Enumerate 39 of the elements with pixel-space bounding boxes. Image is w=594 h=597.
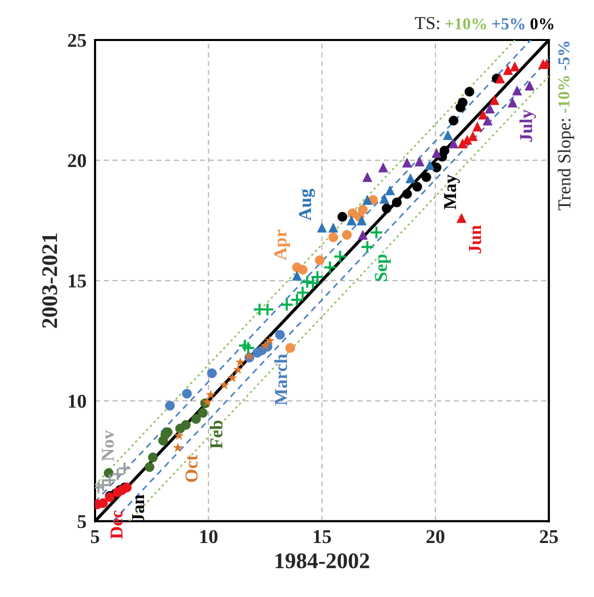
text: Jun <box>469 225 482 254</box>
x-tick-label: 25 <box>540 530 558 544</box>
point <box>323 260 337 274</box>
text: March <box>274 354 288 406</box>
y-tick-label: 20 <box>68 154 86 168</box>
text: Oct <box>185 454 198 482</box>
x-tick-label: 10 <box>200 530 218 544</box>
text: Dec <box>110 510 123 539</box>
x-axis-title: 1984-2002 <box>276 553 370 568</box>
text: TS: <box>414 17 440 30</box>
y-axis-title: 2003-2021 <box>42 234 58 328</box>
text: Nov <box>102 430 114 461</box>
point <box>333 250 347 264</box>
x-tick-label: 5 <box>90 530 100 544</box>
text: Jan <box>132 494 144 522</box>
text: Sep <box>374 254 391 281</box>
text: -10% <box>558 76 570 113</box>
text: Trend Slope: <box>558 118 574 210</box>
series-label: +5% <box>492 18 524 30</box>
series-label: +10% <box>446 18 486 30</box>
text: July <box>519 110 536 142</box>
point <box>260 302 274 316</box>
x-tick-label: 20 <box>426 530 444 544</box>
y-tick-label: 10 <box>68 394 86 408</box>
point <box>370 226 384 240</box>
x-tick-label: 15 <box>314 530 331 544</box>
point <box>360 240 374 254</box>
text: Apr <box>274 230 290 260</box>
y-tick-label: 25 <box>68 34 86 47</box>
point <box>280 298 294 312</box>
point <box>238 338 252 352</box>
point <box>241 341 256 355</box>
text: Feb <box>210 420 222 449</box>
text: Aug <box>299 188 316 221</box>
y-tick-label: 15 <box>68 274 86 288</box>
text: -5% <box>558 42 570 70</box>
series-label: 0% <box>530 18 554 30</box>
text: May <box>444 174 460 210</box>
y-tick-label: 5 <box>78 515 86 528</box>
